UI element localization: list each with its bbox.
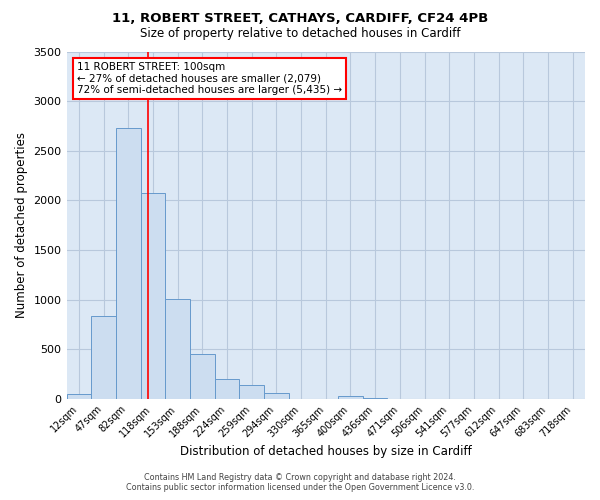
Text: Contains HM Land Registry data © Crown copyright and database right 2024.
Contai: Contains HM Land Registry data © Crown c… xyxy=(126,473,474,492)
Bar xyxy=(338,396,363,399)
Bar xyxy=(215,378,239,399)
Text: 11 ROBERT STREET: 100sqm
← 27% of detached houses are smaller (2,079)
72% of sem: 11 ROBERT STREET: 100sqm ← 27% of detach… xyxy=(77,62,342,95)
Text: Size of property relative to detached houses in Cardiff: Size of property relative to detached ho… xyxy=(140,28,460,40)
Bar xyxy=(116,128,140,399)
Text: 11, ROBERT STREET, CATHAYS, CARDIFF, CF24 4PB: 11, ROBERT STREET, CATHAYS, CARDIFF, CF2… xyxy=(112,12,488,26)
Bar xyxy=(363,398,388,399)
Bar xyxy=(239,384,264,399)
Bar xyxy=(91,316,116,399)
Bar xyxy=(165,299,190,399)
Y-axis label: Number of detached properties: Number of detached properties xyxy=(15,132,28,318)
X-axis label: Distribution of detached houses by size in Cardiff: Distribution of detached houses by size … xyxy=(180,444,472,458)
Bar xyxy=(140,193,165,399)
Bar xyxy=(190,354,215,399)
Bar xyxy=(264,392,289,399)
Bar xyxy=(67,394,91,399)
